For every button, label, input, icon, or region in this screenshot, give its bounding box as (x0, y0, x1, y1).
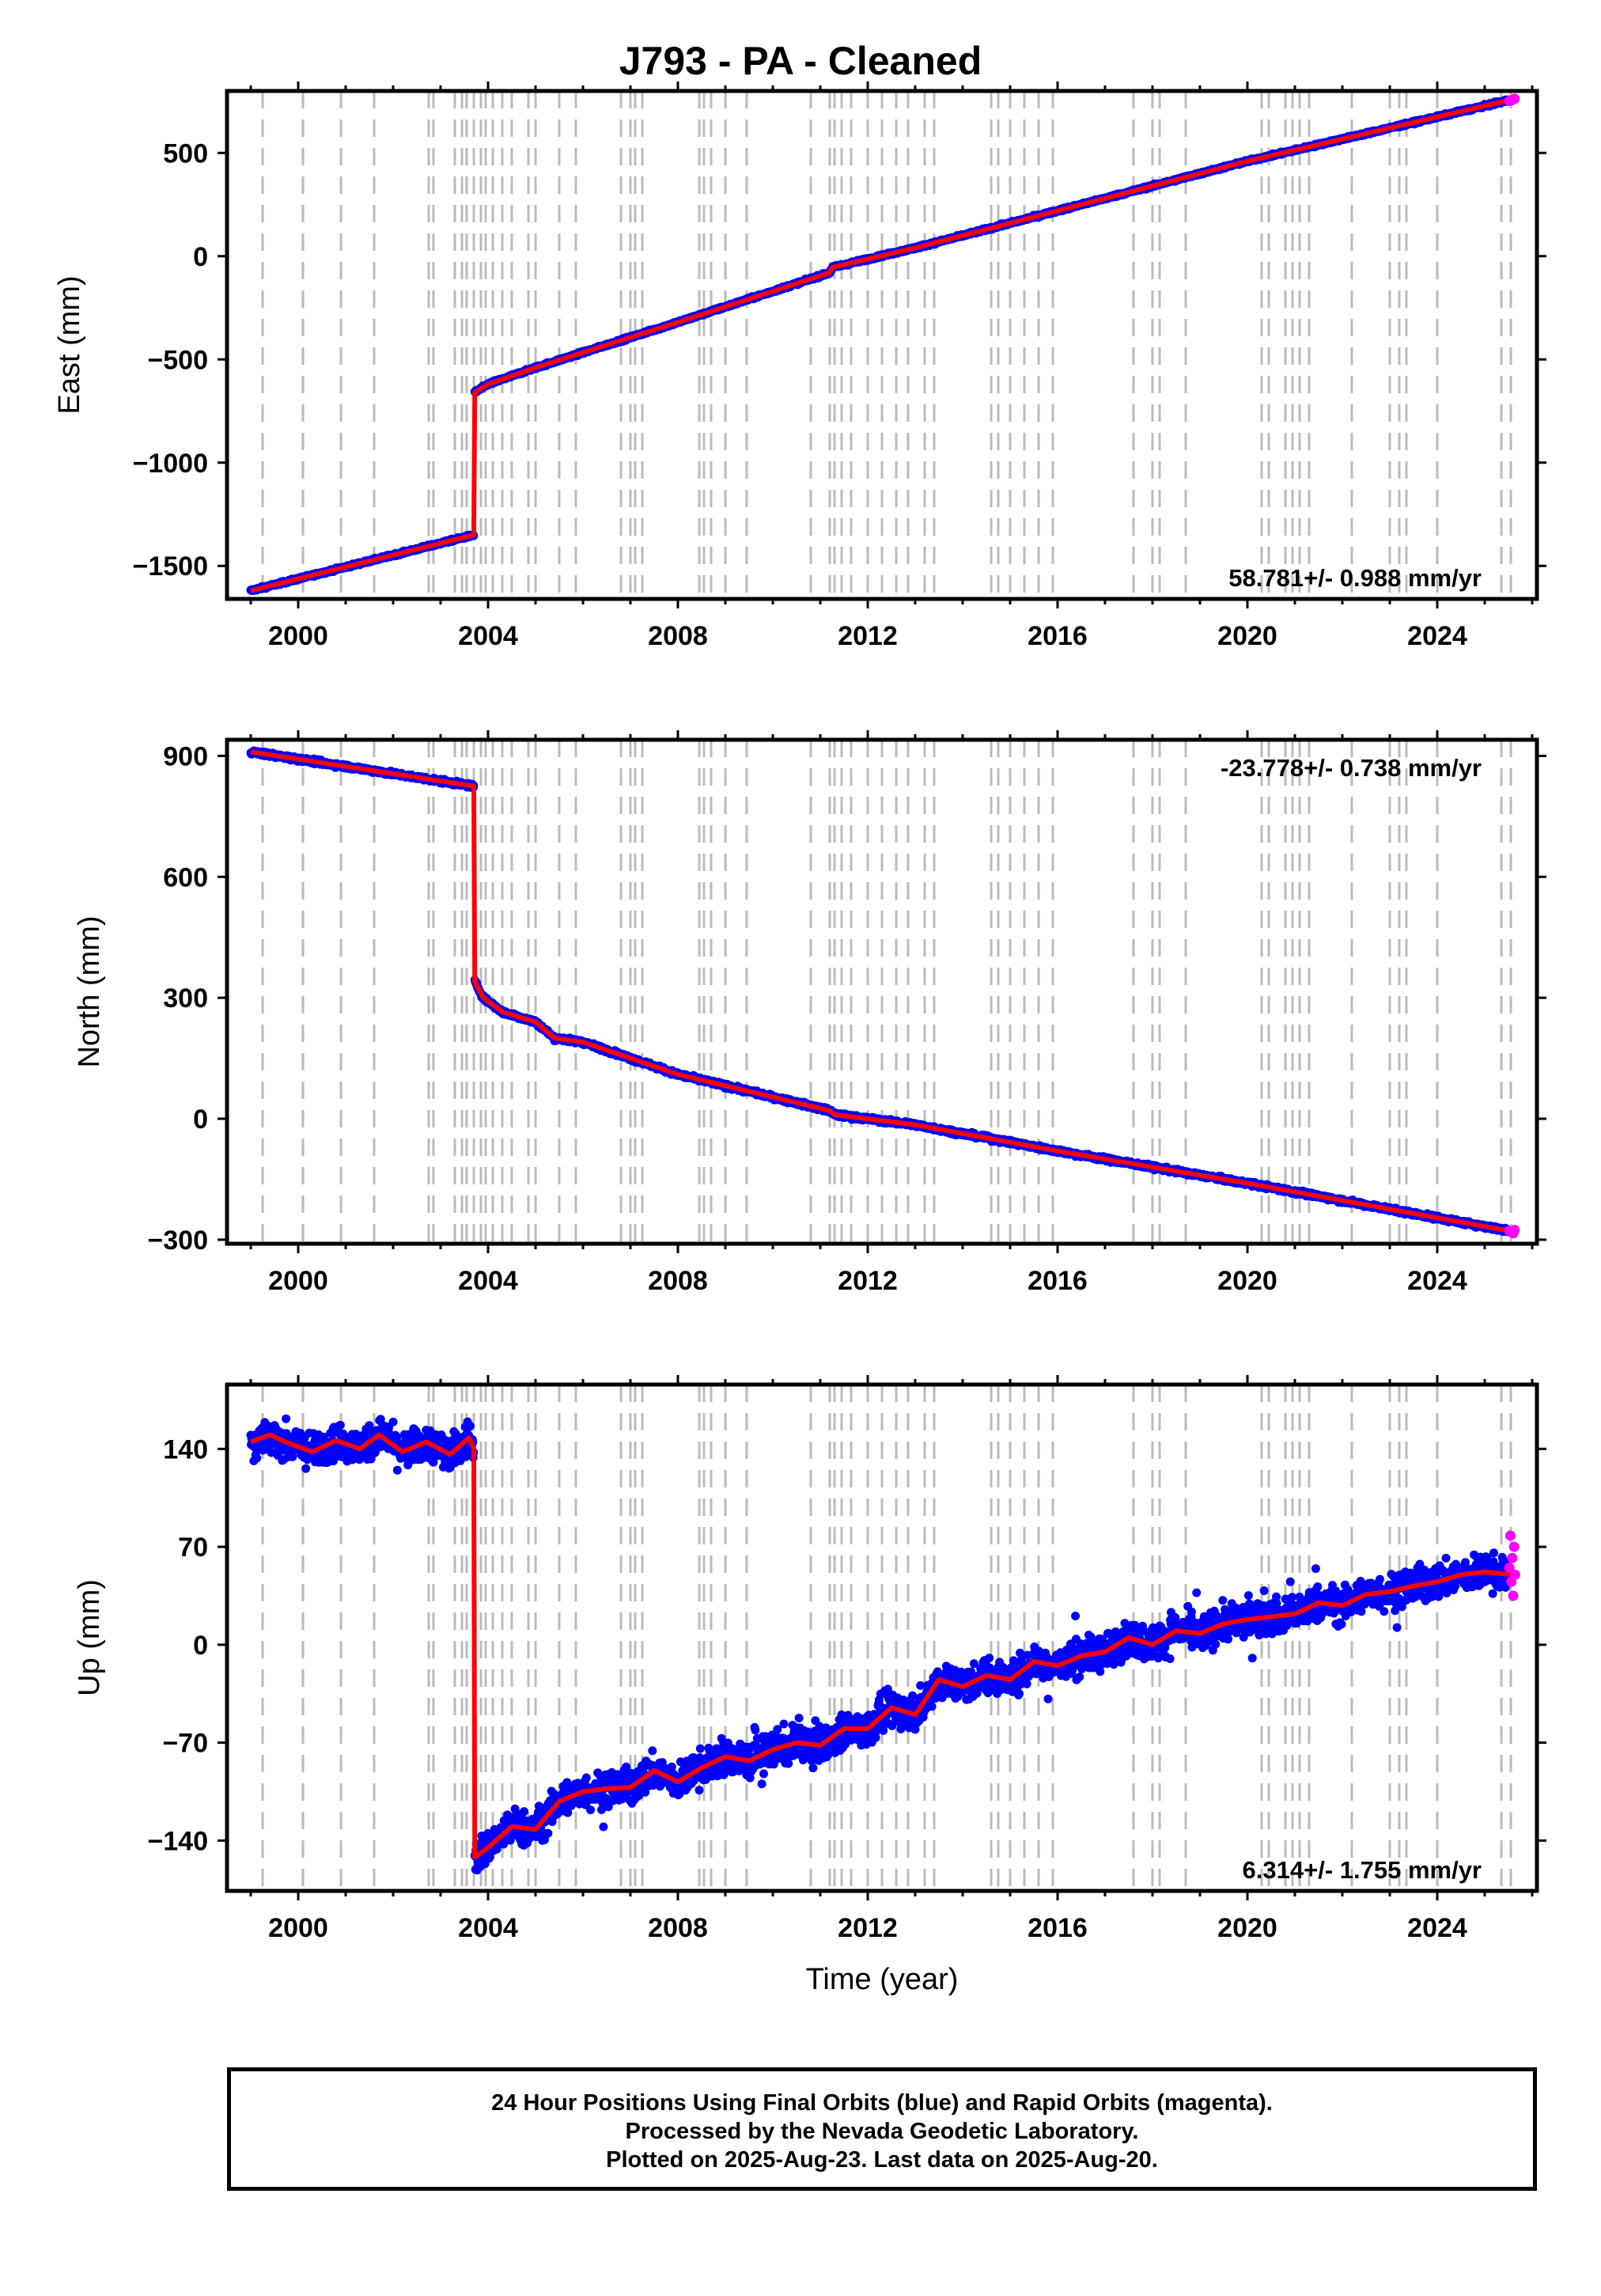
page-title: J793 - PA - Cleaned (619, 39, 982, 83)
east-x-tick-label: 2000 (268, 621, 328, 651)
east-x-tick-label: 2016 (1028, 621, 1088, 651)
east-y-axis-label: East (mm) (53, 275, 86, 414)
east-y-tick-label: 0 (193, 242, 208, 272)
east-y-tick-label: −1000 (133, 449, 209, 479)
east-y-tick-label: −1500 (133, 551, 209, 582)
east-panel: 2000 2004 2008 2012 2016 2020 2024 −1500 −1000 −5… (53, 81, 1546, 651)
east-x-tick-label: 2012 (838, 621, 898, 651)
east-rapid-orbit-point (1509, 93, 1520, 104)
east-model-fit-line (250, 97, 1514, 593)
north-panel: 2000 2004 2008 2012 2016 2020 2024−30003006009… (73, 730, 1546, 1296)
east-x-tick-label: 2020 (1217, 621, 1277, 651)
east-y-tick-label: −500 (147, 345, 208, 375)
east-x-tick-label: 2004 (458, 621, 518, 651)
east-final-orbit-points (246, 95, 1513, 595)
east-x-tick-label: 2024 (1407, 621, 1467, 651)
east-plot-area (246, 91, 1520, 599)
east-y-tick-label: 500 (163, 138, 208, 169)
east-velocity-label: 58.781+/- 0.988 mm/yr (1228, 564, 1482, 592)
east-x-tick-label: 2008 (648, 621, 708, 651)
east-frame (225, 89, 1539, 601)
north-final-orbit-points (246, 746, 1513, 1237)
north-plot-area (246, 740, 1520, 1244)
